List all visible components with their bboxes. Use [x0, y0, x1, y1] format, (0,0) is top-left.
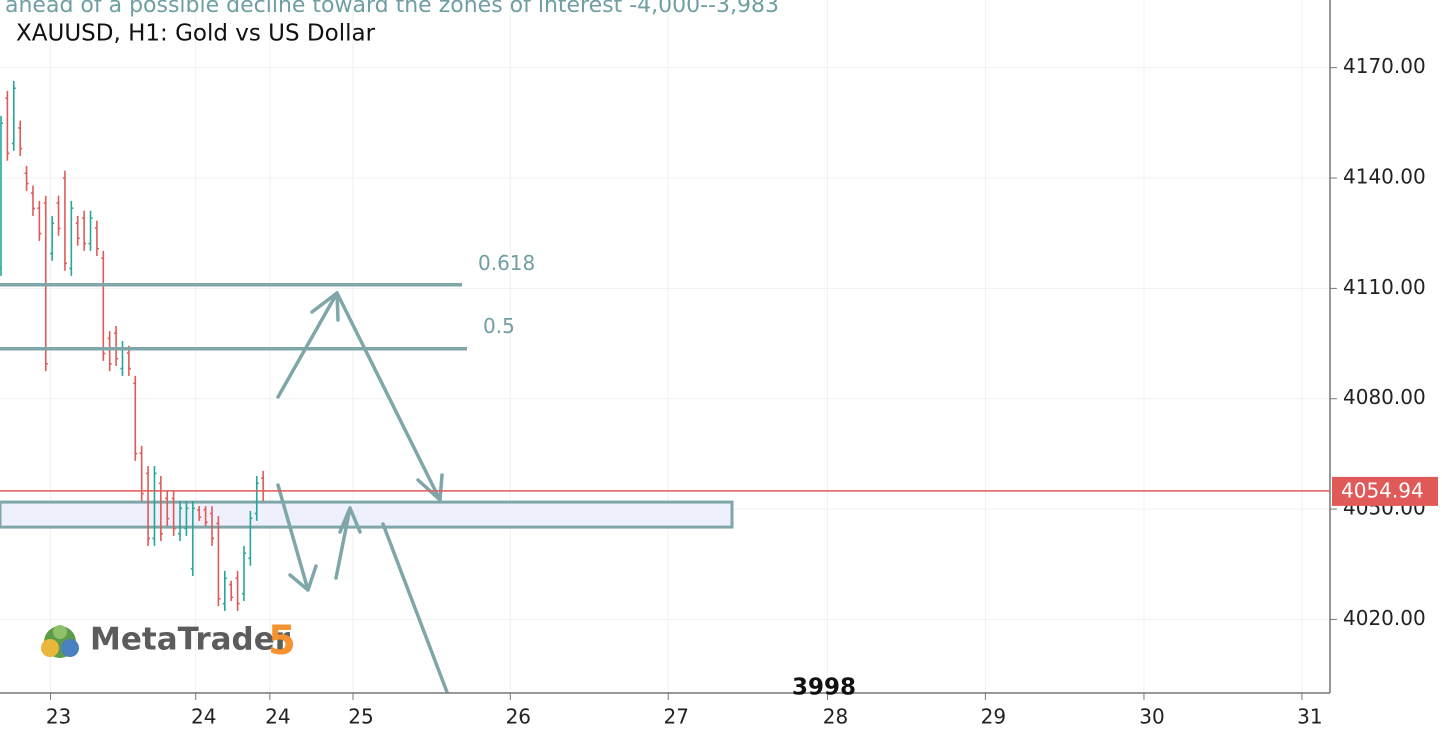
- logo: [61, 639, 79, 657]
- current-price: 4054.94: [0, 476, 1438, 506]
- watermark-version: 5: [268, 618, 296, 664]
- arrow: [334, 506, 362, 580]
- y-tick-label: 4140.00: [1343, 165, 1426, 189]
- zone: [0, 500, 734, 529]
- watermark: MetaTrader 5: [41, 618, 296, 664]
- arrow: [276, 483, 318, 592]
- x-tick-label: 29: [981, 705, 1006, 729]
- arrow: [335, 291, 444, 502]
- levels: 0.618 0.5: [0, 251, 535, 351]
- x-tick-label: 24: [265, 705, 290, 729]
- x-tick-label: 23: [46, 705, 71, 729]
- x-tick-label: 28: [823, 705, 848, 729]
- price-label: 4054.94: [1341, 478, 1424, 502]
- watermark-name: MetaTrader: [90, 622, 291, 658]
- subtitle: ahead of a possible decline toward the z…: [5, 0, 779, 18]
- y-tick-label: 4080.00: [1343, 385, 1426, 409]
- x-tick-label: 26: [506, 705, 531, 729]
- bars: [0, 80, 266, 611]
- y-tick-label: 4020.00: [1343, 606, 1426, 630]
- x-tick-label: 30: [1139, 705, 1164, 729]
- x-tick-label: 27: [664, 705, 689, 729]
- ticks: 4020.004050.004080.004110.004140.004170.…: [46, 54, 1426, 728]
- level-label: 0.618: [478, 251, 535, 275]
- chart-title: XAUUSD, H1: Gold vs US Dollar: [16, 21, 376, 47]
- x-tick-label: 24: [191, 705, 216, 729]
- grid: [0, 0, 1330, 693]
- x-tick-label: 31: [1297, 705, 1322, 729]
- y-tick-label: 4170.00: [1343, 54, 1426, 78]
- arrow: [276, 291, 340, 399]
- price-box: [1332, 476, 1438, 506]
- logo: [41, 639, 59, 657]
- y-tick-label: 4110.00: [1343, 275, 1426, 299]
- arrow: [381, 522, 450, 693]
- annotation: 3998: [792, 675, 856, 701]
- logo: [53, 625, 67, 639]
- arrows: [276, 291, 450, 693]
- level-label: 0.5: [483, 314, 515, 338]
- x-tick-label: 25: [348, 705, 373, 729]
